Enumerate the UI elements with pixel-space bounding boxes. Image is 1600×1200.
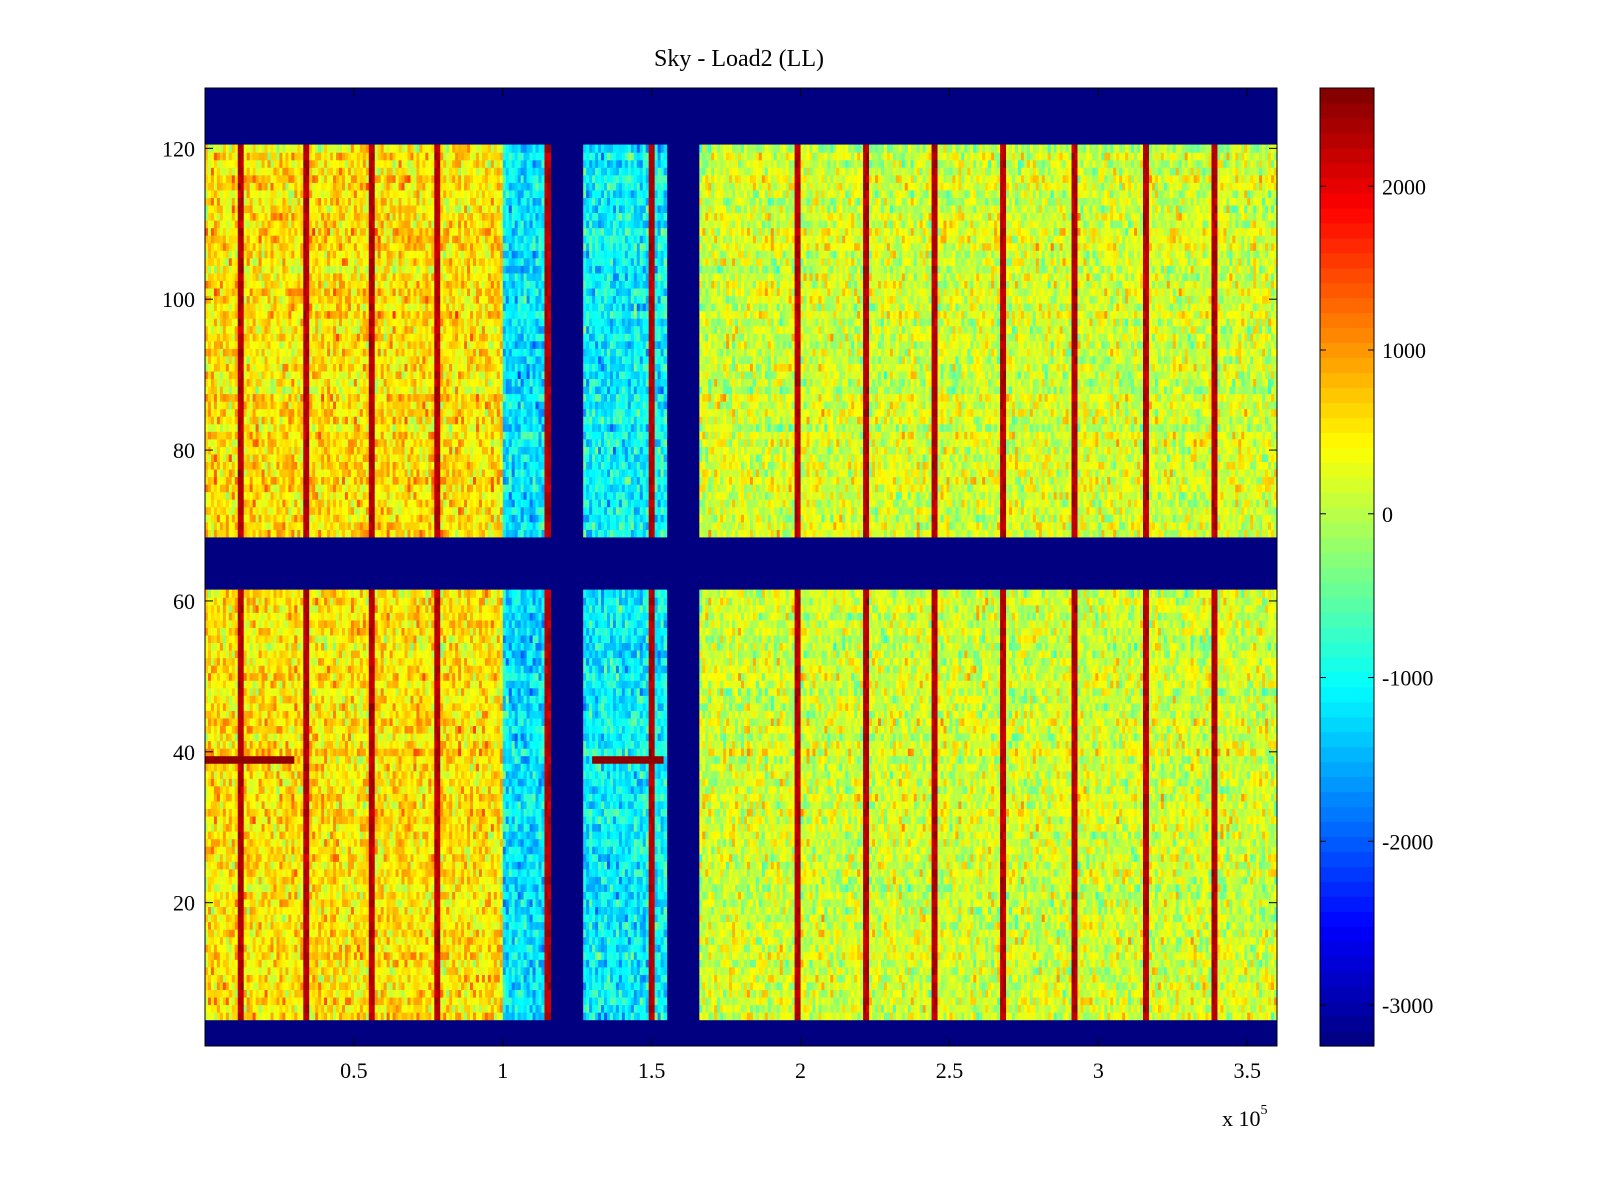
chart-title: Sky - Load2 (LL) [654, 46, 824, 72]
heatmap-cells [205, 88, 1278, 1046]
heatmap-cell [664, 997, 668, 1005]
heatmap-cell [547, 997, 551, 1005]
heatmap-cell [664, 1005, 668, 1013]
heatmap-cell [664, 1012, 668, 1020]
figure: Sky - Load2 (LL) 0.5 1 1.5 2 2.5 3 3.5 2040608… [0, 0, 1600, 1200]
heatmap-cell [547, 1012, 551, 1020]
heatmap-cell [547, 1005, 551, 1013]
heatmap-area [205, 88, 1278, 1046]
